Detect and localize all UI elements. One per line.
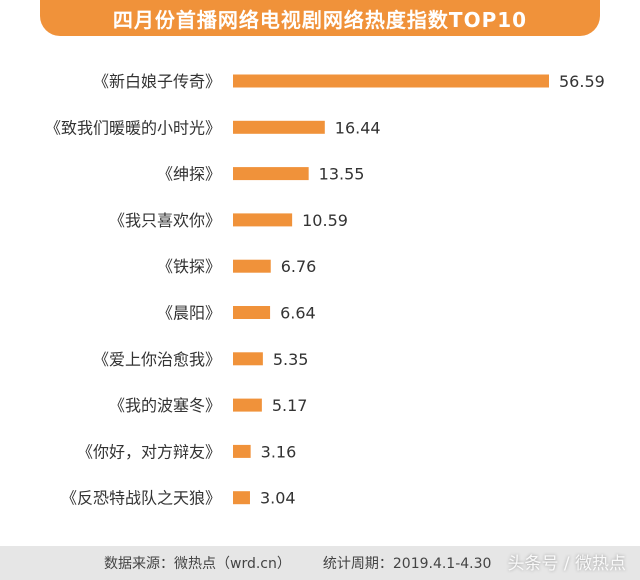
bar [233, 259, 271, 273]
bar [233, 167, 309, 181]
value-label: 5.35 [273, 350, 309, 369]
stat-period: 统计周期：2019.4.1-4.30 [322, 556, 492, 572]
category-label: 《我的波塞冬》 [109, 396, 221, 415]
bar [233, 352, 263, 366]
category-label: 《铁探》 [157, 257, 221, 276]
bar [233, 74, 549, 88]
value-label: 3.04 [260, 489, 296, 508]
bar [233, 491, 250, 505]
bar [233, 120, 325, 134]
bar [233, 213, 293, 227]
category-label: 《爱上你治愈我》 [93, 350, 221, 369]
category-label: 《致我们暖暖的小时光》 [45, 118, 221, 137]
bar [233, 398, 262, 412]
data-source: 数据来源：微热点（wrd.cn） [104, 556, 291, 572]
value-label: 3.16 [261, 442, 297, 461]
bar [233, 306, 271, 319]
category-label: 《我只喜欢你》 [109, 211, 221, 230]
value-label: 5.17 [272, 396, 308, 415]
bar [233, 444, 251, 458]
watermark: 头条号 / 微热点 [507, 554, 626, 574]
category-label: 《新白娘子传奇》 [93, 72, 221, 91]
value-label: 56.59 [559, 72, 605, 91]
category-label: 《你好，对方辩友》 [77, 442, 221, 461]
value-label: 13.55 [319, 165, 365, 184]
category-label: 《绅探》 [157, 165, 221, 184]
footer-bar: 数据来源：微热点（wrd.cn） 统计周期：2019.4.1-4.30 [0, 546, 640, 580]
value-label: 16.44 [335, 118, 381, 137]
value-label: 6.64 [280, 304, 316, 323]
value-label: 10.59 [302, 211, 348, 230]
bar-chart: 《新白娘子传奇》 56.59 《致我们暖暖的小时光》 16.44 《绅探》 13.55 《我… [45, 72, 605, 508]
chart-header: 四月份首播网络电视剧网络热度指数TOP10 [0, 0, 640, 38]
category-label: 《晨阳》 [157, 304, 221, 323]
chart-title: 四月份首播网络电视剧网络热度指数TOP10 [40, 0, 600, 36]
value-label: 6.76 [281, 257, 317, 276]
category-label: 《反恐特战队之天狼》 [61, 489, 221, 508]
